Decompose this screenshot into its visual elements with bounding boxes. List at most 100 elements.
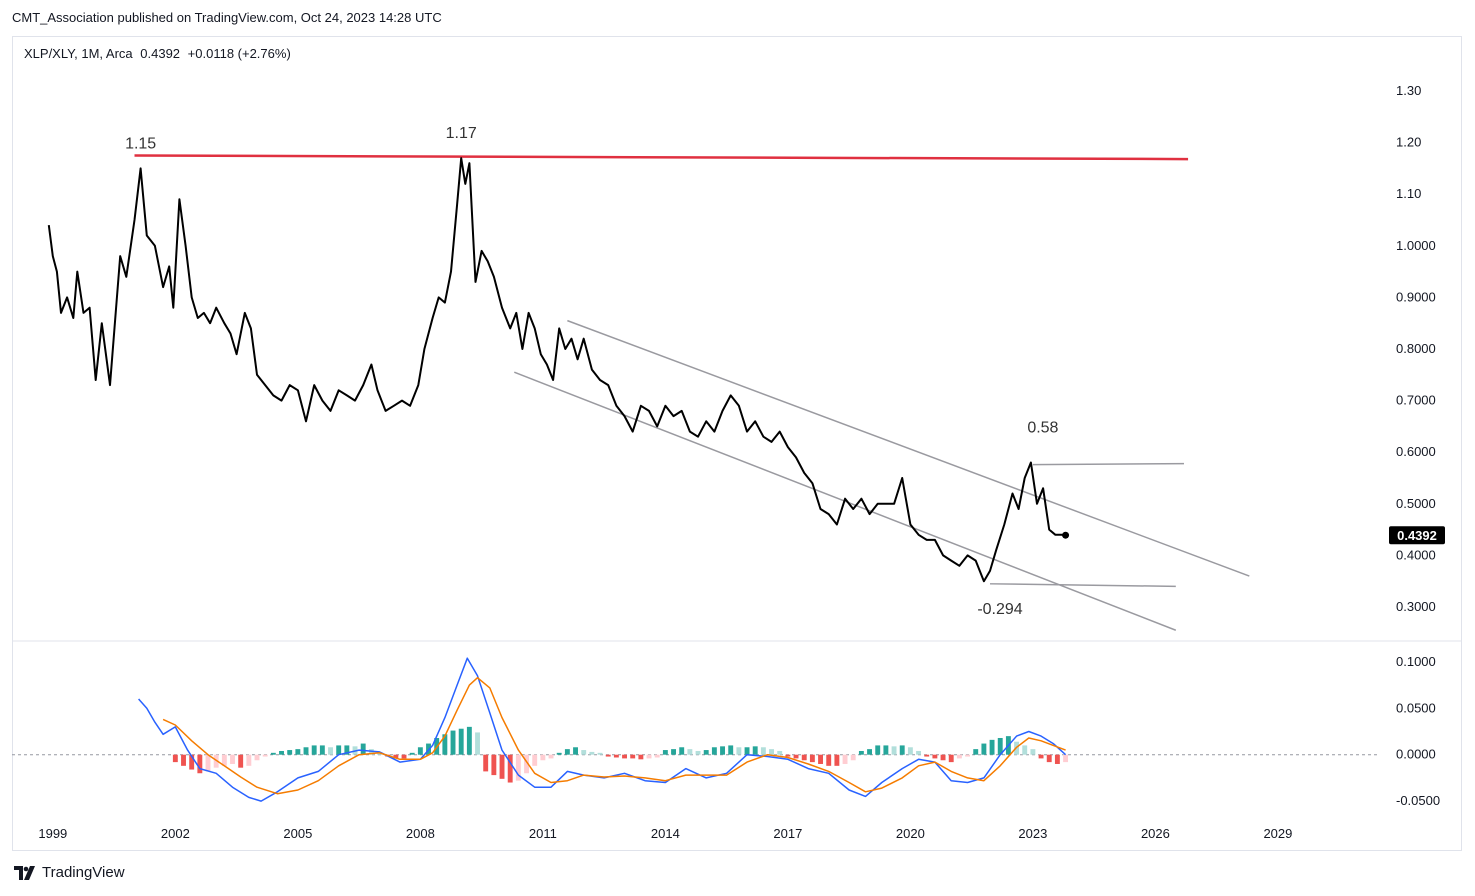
- resistance-trendline[interactable]: [134, 154, 1189, 161]
- macd-histogram-bar: [769, 749, 774, 755]
- macd-histogram-bar: [850, 754, 856, 761]
- macd-histogram-bar: [581, 750, 587, 755]
- time-x-tick-label: 2029: [1263, 826, 1292, 841]
- macd-histogram-bar: [801, 754, 807, 761]
- macd-histogram-bar: [1022, 745, 1028, 755]
- macd-histogram-bar: [777, 750, 783, 755]
- time-x-tick-label: 2008: [406, 826, 435, 841]
- macd-histogram-bar: [230, 754, 235, 764]
- macd-histogram-bar: [989, 739, 995, 755]
- macd-y-tick-label: 0.1000: [1396, 654, 1436, 669]
- price-y-tick-label: 0.9000: [1396, 289, 1436, 304]
- macd-histogram-bar: [622, 754, 627, 759]
- macd-histogram-bar: [287, 750, 293, 755]
- macd-y-axis[interactable]: 0.1000 0.0500 0.0000 -0.0500: [1396, 654, 1440, 808]
- macd-histogram-bar: [818, 754, 823, 764]
- macd-histogram-bar: [875, 745, 881, 755]
- macd-histogram-bar: [336, 745, 342, 755]
- macd-histogram-bar: [360, 743, 366, 755]
- macd-histogram-bar: [311, 745, 317, 755]
- time-x-tick-label: 2014: [651, 826, 680, 841]
- low-marker-trendline[interactable]: [990, 583, 1176, 588]
- price-y-tick-label: 0.3000: [1396, 599, 1436, 614]
- macd-histogram-bar: [1054, 754, 1060, 764]
- price-y-tick-label: 1.20: [1396, 135, 1421, 150]
- price-series-line: [47, 157, 1066, 583]
- macd-histogram-bar: [695, 750, 701, 755]
- macd-histogram-bar: [532, 754, 538, 766]
- tradingview-logo-icon: [14, 865, 35, 880]
- price-y-tick-label: 0.8000: [1396, 341, 1436, 356]
- high-marker-trendline[interactable]: [1032, 462, 1184, 466]
- macd-histogram-bar: [720, 746, 725, 755]
- price-y-tick-label: 0.4000: [1396, 547, 1436, 562]
- macd-histogram-bar: [703, 750, 709, 755]
- attribution-text: CMT_Association published on TradingView…: [12, 10, 442, 25]
- macd-histogram-bar: [197, 754, 203, 774]
- time-x-tick-label: 2005: [283, 826, 312, 841]
- macd-histogram-bar: [924, 754, 930, 757]
- macd-histogram-bar: [638, 754, 644, 760]
- macd-histogram-bar: [254, 754, 260, 761]
- macd-histogram-bar: [752, 746, 758, 755]
- macd-histogram-bar: [630, 754, 636, 759]
- last-price-tag-bg: [1389, 526, 1445, 545]
- symbol-label: XLP/XLY, 1M, Arca: [24, 46, 133, 61]
- price-annotation-label: -0.294: [977, 601, 1022, 618]
- macd-histogram-bar: [671, 749, 676, 755]
- price-change-value: +0.0118 (+2.76%): [187, 46, 291, 61]
- macd-histogram-bar: [613, 754, 619, 758]
- macd-histogram-bar: [1046, 754, 1052, 763]
- price-y-tick-label: 0.6000: [1396, 444, 1436, 459]
- macd-histogram-bar: [548, 754, 554, 759]
- macd-histogram-bar: [262, 754, 268, 757]
- macd-y-tick-label: 0.0500: [1396, 700, 1436, 715]
- channel-upper-trendline[interactable]: [567, 319, 1250, 577]
- price-y-axis[interactable]: 1.30 1.20 1.10 1.0000 0.9000 0.8000 0.7000 0.60…: [1389, 83, 1445, 614]
- macd-histogram-bar: [867, 749, 873, 755]
- time-x-tick-label: 2020: [896, 826, 925, 841]
- macd-histogram-bar: [466, 726, 472, 755]
- macd-histogram-bar: [442, 734, 448, 755]
- macd-histogram-bar: [246, 754, 252, 766]
- tradingview-logo[interactable]: TradingView: [14, 864, 125, 881]
- macd-histogram-bar: [393, 754, 399, 759]
- chart-frame: [12, 36, 1462, 851]
- symbol-legend[interactable]: XLP/XLY, 1M, Arca 0.4392 +0.0118 (+2.76%…: [24, 46, 295, 61]
- macd-histogram-bar: [491, 754, 497, 776]
- macd-histogram-bar: [940, 754, 946, 761]
- macd-histogram-bar: [483, 754, 489, 772]
- macd-histogram-bar: [858, 750, 864, 755]
- macd-histogram-bar: [883, 745, 889, 755]
- macd-histogram-bar: [270, 752, 276, 755]
- macd-histogram-bar: [189, 754, 195, 770]
- macd-histogram-bar: [181, 754, 186, 766]
- macd-histogram-bar: [711, 747, 717, 755]
- last-price-tag-text: 0.4392: [1397, 528, 1437, 543]
- macd-histogram-bar: [328, 747, 333, 755]
- time-x-axis[interactable]: 1999 2002 2005 2008 2011 2014 2017 2020 2023 2026…: [38, 826, 1292, 841]
- macd-histogram-bar: [932, 754, 938, 759]
- price-y-tick-label: 0.5000: [1396, 496, 1436, 511]
- macd-histogram-bar: [238, 754, 244, 768]
- macd-histogram-bar: [319, 745, 325, 755]
- macd-histogram-bar: [728, 745, 734, 755]
- price-annotation-label: 0.58: [1027, 420, 1058, 437]
- price-y-tick-label: 1.30: [1396, 83, 1421, 98]
- time-x-tick-label: 2017: [773, 826, 802, 841]
- macd-histogram-bar: [981, 743, 987, 755]
- macd-histogram-bar: [499, 754, 505, 779]
- macd-histogram-bar: [997, 737, 1003, 755]
- time-x-tick-label: 1999: [38, 826, 67, 841]
- macd-histogram-bar: [973, 749, 979, 755]
- macd-histogram-bar: [409, 752, 415, 755]
- macd-histogram-bar: [826, 754, 832, 766]
- last-price-value: 0.4392: [140, 46, 181, 61]
- macd-histogram-bar: [401, 754, 407, 759]
- macd-histogram-bar: [1063, 754, 1069, 763]
- macd-y-tick-label: -0.0500: [1396, 793, 1440, 808]
- macd-histogram-bar: [809, 754, 815, 763]
- price-y-tick-label: 0.7000: [1396, 393, 1436, 408]
- macd-histogram-bar: [948, 754, 954, 763]
